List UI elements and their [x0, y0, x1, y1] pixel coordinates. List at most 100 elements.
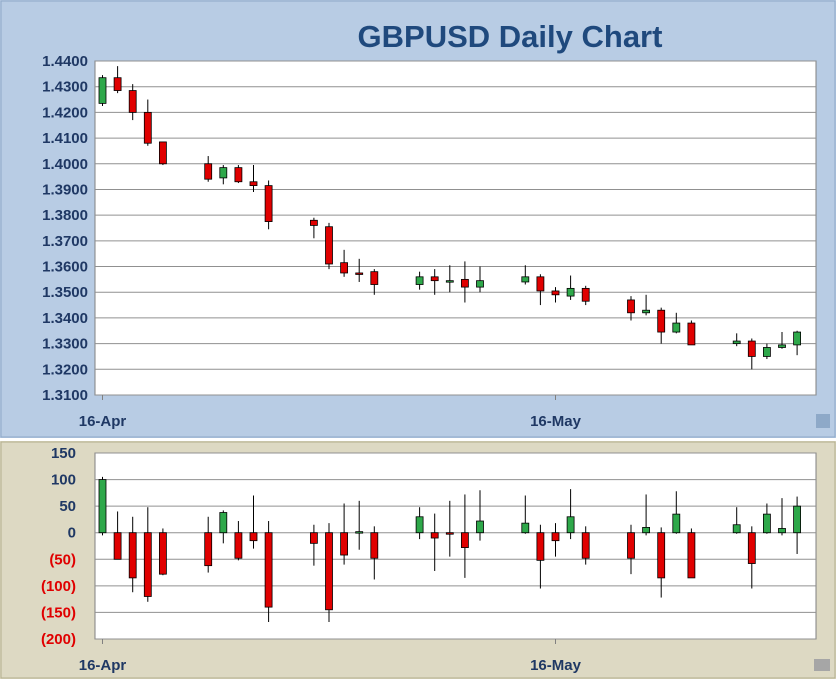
- price-y-tick-label: 1.4200: [42, 104, 88, 121]
- volume-candle-body: [264, 532, 273, 608]
- price-candle-body: [370, 271, 379, 285]
- volume-candle-body: [747, 532, 756, 564]
- price-y-tick-label: 1.3500: [42, 284, 88, 301]
- volume-candle-body: [234, 532, 243, 559]
- volume-candle-body: [113, 532, 122, 560]
- price-candle-body: [521, 276, 530, 283]
- price-y-tick-label: 1.3700: [42, 233, 88, 250]
- price-candle-body: [732, 340, 741, 345]
- volume-candle-body: [460, 532, 469, 548]
- volume-candle-body: [98, 479, 107, 534]
- volume-candle-body: [415, 516, 424, 534]
- volume-y-tick-label: 150: [51, 445, 76, 462]
- volume-candle-body: [325, 532, 333, 611]
- volume-candle-body: [581, 532, 590, 559]
- volume-y-tick-label: (150): [41, 604, 76, 621]
- volume-y-tick-label: (100): [41, 578, 76, 595]
- price-candle-body: [204, 163, 213, 180]
- volume-candle-body: [672, 513, 681, 534]
- price-y-tick-label: 1.3600: [42, 259, 88, 276]
- price-y-tick-label: 1.3800: [42, 207, 88, 224]
- price-candle-body: [234, 167, 243, 183]
- price-y-tick-label: 1.3200: [42, 361, 88, 378]
- volume-candle-body: [204, 532, 213, 567]
- price-grid: [95, 60, 816, 396]
- volume-candle-body: [158, 532, 167, 575]
- volume-candle-body: [657, 532, 666, 579]
- price-y-tick-label: 1.3900: [42, 181, 88, 198]
- volume-y-tick-label: (50): [49, 551, 76, 568]
- price-candle-body: [793, 331, 801, 346]
- price-candle-body: [355, 272, 364, 275]
- volume-candle-body: [793, 505, 801, 534]
- volume-y-axis: 150 100 50 0 (50) (100) (150) (200): [41, 445, 76, 648]
- chart-title: GBPUSD Daily Chart: [358, 19, 663, 54]
- volume-panel-resize-handle[interactable]: [814, 659, 830, 671]
- price-candle-body: [128, 90, 137, 113]
- price-candle-body: [113, 77, 122, 91]
- price-y-tick-label: 1.3100: [42, 387, 88, 404]
- volume-panel-border: [0, 441, 836, 679]
- volume-candle-body: [521, 522, 530, 534]
- volume-grid: [95, 452, 816, 640]
- volume-candle-body: [370, 532, 379, 559]
- price-x-axis: 16-Apr 16-May: [79, 395, 582, 430]
- price-candle-body: [536, 276, 545, 292]
- price-y-tick-label: 1.4100: [42, 130, 88, 147]
- price-panel-resize-handle[interactable]: [816, 414, 830, 428]
- volume-candle-body: [642, 527, 650, 534]
- volume-candle-body: [340, 532, 349, 556]
- volume-candle-body: [732, 524, 741, 534]
- volume-candle-body: [763, 513, 771, 534]
- price-candle-body: [627, 299, 635, 314]
- price-candle-body: [566, 287, 575, 297]
- price-candle-body: [778, 344, 786, 348]
- price-y-tick-label: 1.4400: [42, 53, 88, 70]
- price-candle-body: [340, 262, 349, 274]
- price-candle-body: [249, 181, 258, 187]
- volume-candle-body: [143, 532, 152, 597]
- price-candle-body: [657, 309, 666, 333]
- price-candle-body: [415, 276, 424, 285]
- price-plot-area: [94, 60, 817, 396]
- volume-candle-body: [309, 532, 318, 544]
- price-candle-body: [158, 141, 167, 165]
- volume-candle-body: [566, 516, 575, 534]
- price-candle-body: [219, 167, 228, 179]
- price-y-tick-label: 1.4000: [42, 156, 88, 173]
- volume-candle-body: [249, 532, 258, 542]
- price-x-tick-label: 16-Apr: [79, 413, 127, 430]
- price-x-tick-label: 16-May: [530, 413, 582, 430]
- volume-candle-body: [627, 532, 635, 559]
- price-candle-body: [581, 287, 590, 302]
- price-candle-body: [98, 77, 107, 104]
- price-candle-body: [763, 347, 771, 357]
- price-y-tick-label: 1.4300: [42, 79, 88, 96]
- volume-y-tick-label: 50: [59, 498, 76, 515]
- price-candle-body: [460, 278, 469, 288]
- price-candle-body: [264, 185, 273, 222]
- volume-x-axis: 16-Apr 16-May: [79, 639, 582, 674]
- price-y-axis: 1.4400 1.4300 1.4200 1.4100 1.4000 1.3900 1.38…: [42, 53, 88, 404]
- volume-x-tick-label: 16-Apr: [79, 657, 127, 674]
- volume-candle-body: [430, 532, 439, 539]
- price-candle-body: [642, 309, 650, 314]
- volume-candle-body: [778, 528, 786, 534]
- volume-y-tick-label: (200): [41, 631, 76, 648]
- volume-candles: [98, 476, 801, 622]
- volume-candle-body: [687, 532, 696, 579]
- volume-plot-area: [94, 452, 817, 640]
- price-candle-body: [687, 322, 696, 346]
- volume-candle-body: [536, 532, 545, 561]
- volume-candle-body: [445, 532, 454, 535]
- volume-candle-body: [551, 532, 560, 542]
- price-candle-body: [309, 219, 318, 226]
- price-candle-body: [445, 280, 454, 283]
- volume-y-tick-label: 100: [51, 472, 76, 489]
- price-panel-border: [0, 0, 836, 438]
- price-candle-body: [325, 226, 333, 265]
- price-candle-body: [430, 276, 439, 282]
- price-candle-body: [551, 290, 560, 296]
